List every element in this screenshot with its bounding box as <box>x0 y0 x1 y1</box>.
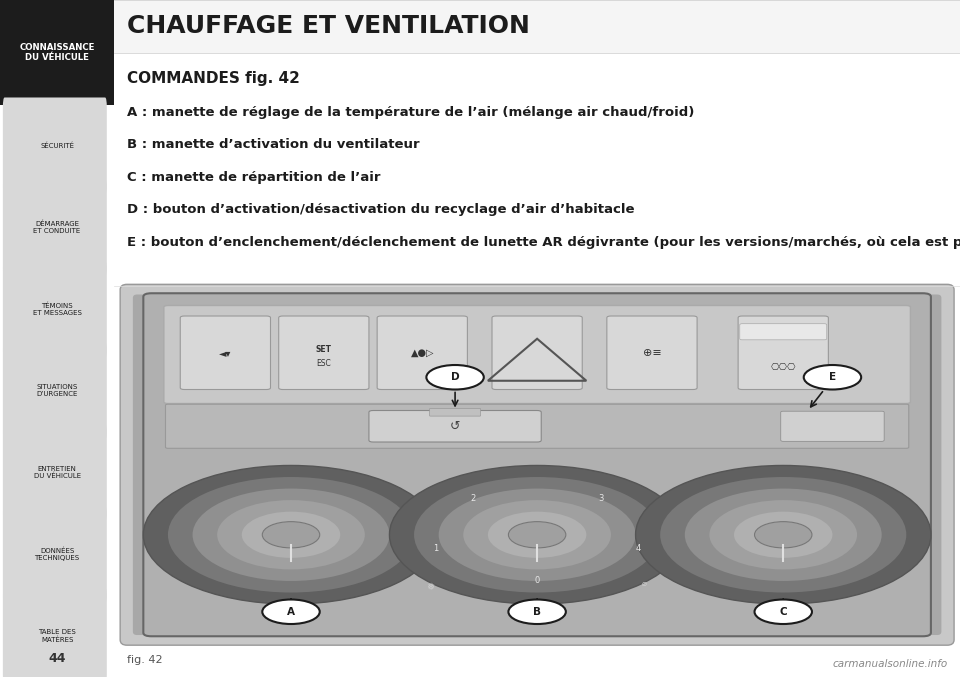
Ellipse shape <box>509 521 565 548</box>
Text: ⊕≡: ⊕≡ <box>642 348 661 357</box>
Text: C: C <box>780 607 787 617</box>
Ellipse shape <box>193 489 390 581</box>
Text: ◄▾: ◄▾ <box>219 348 231 357</box>
Text: 1: 1 <box>433 544 439 553</box>
Ellipse shape <box>709 500 857 569</box>
Ellipse shape <box>636 466 931 604</box>
Text: CHAUFFAGE ET VENTILATION: CHAUFFAGE ET VENTILATION <box>127 14 530 39</box>
Text: A : manette de réglage de la température de l’air (mélange air chaud/froid): A : manette de réglage de la température… <box>127 106 694 119</box>
Text: carmanualsonline.info: carmanualsonline.info <box>832 659 948 669</box>
Text: COMMANDES fig. 42: COMMANDES fig. 42 <box>127 71 300 86</box>
Text: DONNÉES
TECHNIQUES: DONNÉES TECHNIQUES <box>35 548 80 561</box>
FancyBboxPatch shape <box>3 588 107 677</box>
FancyBboxPatch shape <box>492 316 583 389</box>
Text: SITUATIONS
D’URGENCE: SITUATIONS D’URGENCE <box>36 385 78 397</box>
Ellipse shape <box>143 466 439 604</box>
Text: B : manette d’activation du ventilateur: B : manette d’activation du ventilateur <box>127 138 420 152</box>
Ellipse shape <box>414 477 660 592</box>
Text: ⌀: ⌀ <box>641 580 646 588</box>
Text: E : bouton d’enclenchement/déclenchement de lunette AR dégivrante (pour les vers: E : bouton d’enclenchement/déclenchement… <box>127 236 960 249</box>
Ellipse shape <box>755 522 812 548</box>
FancyBboxPatch shape <box>180 316 271 389</box>
Ellipse shape <box>684 489 881 581</box>
Circle shape <box>426 365 484 389</box>
Text: SET: SET <box>316 345 332 354</box>
Text: ▲●▷: ▲●▷ <box>411 348 434 357</box>
Text: TÉMOINS
ET MESSAGES: TÉMOINS ET MESSAGES <box>33 303 82 316</box>
FancyBboxPatch shape <box>120 284 954 645</box>
Text: ESC: ESC <box>317 359 331 368</box>
FancyBboxPatch shape <box>3 179 107 276</box>
Text: B: B <box>533 607 541 617</box>
Text: C : manette de répartition de l’air: C : manette de répartition de l’air <box>127 171 380 184</box>
FancyBboxPatch shape <box>3 343 107 439</box>
Ellipse shape <box>439 489 636 581</box>
Text: ENTRETIEN
DU VÉHICULE: ENTRETIEN DU VÉHICULE <box>34 466 81 479</box>
Circle shape <box>755 600 812 624</box>
Text: ❅: ❅ <box>426 582 435 592</box>
Ellipse shape <box>168 477 414 592</box>
Text: 4: 4 <box>636 544 641 553</box>
Ellipse shape <box>262 522 320 548</box>
Text: 44: 44 <box>48 652 66 665</box>
FancyBboxPatch shape <box>165 404 909 448</box>
Circle shape <box>262 600 320 624</box>
FancyBboxPatch shape <box>740 324 827 340</box>
Ellipse shape <box>217 500 365 569</box>
Text: DÉMARRAGE
ET CONDUITE: DÉMARRAGE ET CONDUITE <box>34 221 81 234</box>
FancyBboxPatch shape <box>430 408 481 416</box>
Text: SÉCURITÉ: SÉCURITÉ <box>40 143 74 149</box>
Text: CONNAISSANCE
DU VÉHICULE: CONNAISSANCE DU VÉHICULE <box>19 43 95 62</box>
FancyBboxPatch shape <box>164 305 910 403</box>
Text: A: A <box>287 607 295 617</box>
Text: 2: 2 <box>470 494 476 503</box>
Ellipse shape <box>262 521 320 548</box>
Text: fig. 42: fig. 42 <box>127 655 162 665</box>
Circle shape <box>509 600 565 624</box>
FancyBboxPatch shape <box>0 0 114 105</box>
FancyBboxPatch shape <box>3 506 107 603</box>
Text: D: D <box>451 372 460 383</box>
Ellipse shape <box>509 522 565 548</box>
FancyBboxPatch shape <box>3 97 107 194</box>
Text: 3: 3 <box>598 494 604 503</box>
Ellipse shape <box>464 500 611 569</box>
Text: E: E <box>828 372 836 383</box>
Circle shape <box>804 365 861 389</box>
FancyBboxPatch shape <box>278 316 369 389</box>
Ellipse shape <box>734 512 832 558</box>
Text: TABLE DES
MATÈRES: TABLE DES MATÈRES <box>38 630 76 643</box>
FancyBboxPatch shape <box>377 316 468 389</box>
Ellipse shape <box>660 477 906 592</box>
FancyBboxPatch shape <box>143 293 931 636</box>
Ellipse shape <box>755 521 812 548</box>
FancyBboxPatch shape <box>607 316 697 389</box>
FancyBboxPatch shape <box>3 261 107 357</box>
FancyBboxPatch shape <box>780 411 884 441</box>
Text: D : bouton d’activation/désactivation du recyclage d’air d’habitacle: D : bouton d’activation/désactivation du… <box>127 203 635 217</box>
Text: 0: 0 <box>535 575 540 585</box>
Ellipse shape <box>242 512 340 558</box>
FancyBboxPatch shape <box>369 410 541 442</box>
Ellipse shape <box>488 512 587 558</box>
FancyBboxPatch shape <box>738 316 828 389</box>
FancyBboxPatch shape <box>3 424 107 521</box>
Text: ↺: ↺ <box>450 420 461 433</box>
Text: ⎔⎔⎔: ⎔⎔⎔ <box>771 362 796 372</box>
FancyBboxPatch shape <box>132 294 942 635</box>
FancyBboxPatch shape <box>114 0 960 53</box>
Ellipse shape <box>390 466 684 604</box>
